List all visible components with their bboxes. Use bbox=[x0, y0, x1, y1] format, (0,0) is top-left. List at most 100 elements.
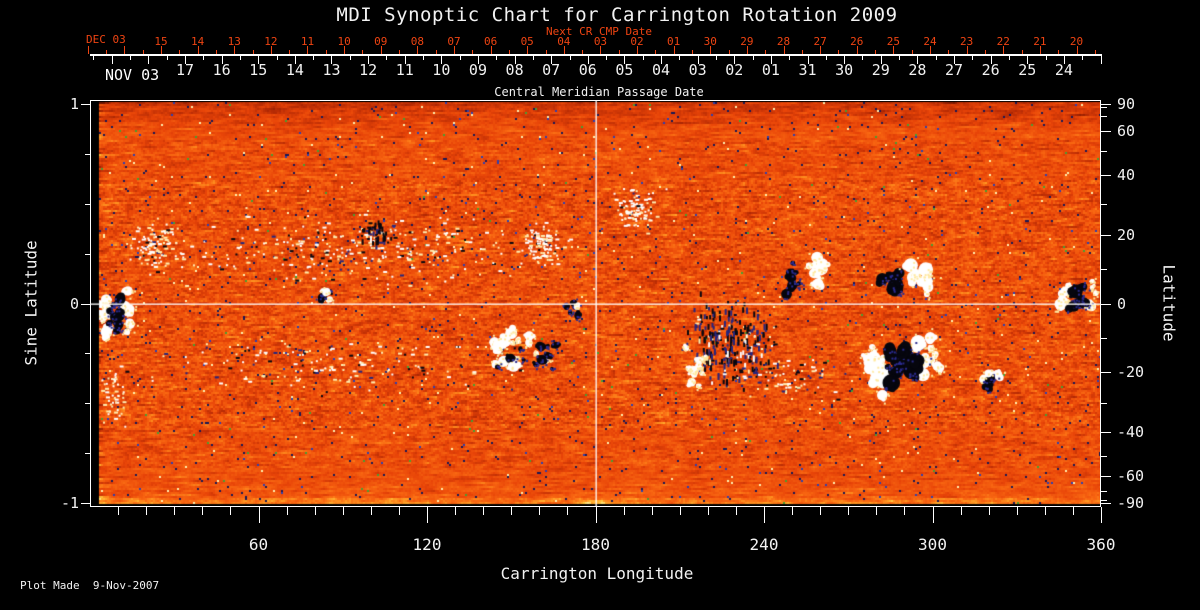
sinlat-minor-tick bbox=[85, 353, 90, 355]
next-cr-day-tick bbox=[637, 46, 639, 54]
longitude-label: 60 bbox=[248, 535, 269, 554]
latitude-label: -20 bbox=[1117, 362, 1145, 381]
cmp-day-label: 02 bbox=[725, 61, 744, 79]
sinlat-minor-tick bbox=[85, 403, 90, 405]
latitude-minor-tick bbox=[1101, 116, 1107, 118]
cmp-day-label: 27 bbox=[944, 61, 964, 79]
longitude-major-tick bbox=[1101, 507, 1102, 523]
latitude-label: 90 bbox=[1117, 95, 1136, 113]
plot-frame bbox=[90, 100, 1101, 507]
cmp-half-tick bbox=[239, 56, 241, 60]
cmp-day-tick bbox=[294, 56, 296, 64]
next-cr-day-label: 30 bbox=[703, 35, 717, 48]
next-cr-day-label: 14 bbox=[190, 35, 205, 48]
next-cr-half-tick bbox=[875, 50, 877, 54]
cmp-day-tick bbox=[551, 56, 553, 64]
next-cr-half-tick bbox=[215, 50, 217, 54]
longitude-minor-tick bbox=[988, 507, 990, 515]
cmp-half-tick bbox=[349, 56, 351, 60]
latitude-label: 60 bbox=[1117, 121, 1136, 140]
latitude-major-tick bbox=[1101, 235, 1111, 237]
next-cr-half-tick bbox=[545, 50, 547, 54]
next-cr-half-tick bbox=[1021, 50, 1023, 54]
sinlat-label: 0 bbox=[69, 294, 79, 313]
next-cr-half-tick bbox=[948, 50, 950, 54]
cmp-half-tick bbox=[862, 56, 864, 60]
cmp-half-tick bbox=[532, 56, 534, 60]
cmp-half-tick bbox=[679, 56, 681, 60]
latitude-label: 40 bbox=[1117, 166, 1136, 185]
next-cr-half-tick bbox=[618, 50, 620, 54]
next-cr-day-label: 02 bbox=[630, 35, 644, 48]
next-cr-day-tick bbox=[746, 46, 748, 54]
cmp-month-label: NOV 03 bbox=[105, 66, 160, 84]
next-cr-day-tick bbox=[197, 46, 199, 54]
cmp-day-tick bbox=[807, 56, 809, 64]
longitude-minor-tick bbox=[623, 507, 625, 515]
longitude-minor-tick bbox=[118, 507, 120, 515]
cmp-day-label: 16 bbox=[212, 61, 231, 79]
next-cr-day-label: 25 bbox=[886, 35, 901, 48]
longitude-minor-tick bbox=[1072, 507, 1074, 515]
cmp-day-label: 25 bbox=[1018, 61, 1037, 79]
cmp-day-tick bbox=[221, 56, 223, 64]
next-cr-day-tick bbox=[453, 46, 455, 54]
latitude-minor-tick bbox=[1101, 268, 1107, 270]
longitude-major-tick bbox=[595, 507, 597, 523]
longitude-major-tick bbox=[932, 507, 934, 523]
cmp-half-tick bbox=[276, 56, 278, 60]
longitude-label: 120 bbox=[412, 535, 442, 554]
sinlat-minor-tick bbox=[85, 453, 90, 455]
next-cr-day-label: 13 bbox=[227, 35, 241, 48]
latitude-major-tick bbox=[1101, 130, 1111, 132]
cmp-day-tick bbox=[697, 56, 699, 64]
next-cr-day-tick bbox=[930, 46, 932, 54]
longitude-label: 180 bbox=[581, 535, 610, 554]
next-cr-half-tick bbox=[252, 50, 254, 54]
longitude-minor-tick bbox=[567, 507, 569, 515]
cmp-day-tick bbox=[258, 56, 260, 64]
cmp-day-label: 31 bbox=[798, 61, 817, 79]
next-cr-day-label: 06 bbox=[483, 35, 498, 48]
next-cr-day-label: 08 bbox=[410, 35, 424, 48]
cmp-day-label: 17 bbox=[175, 61, 195, 79]
next-cr-day-label: 20 bbox=[1069, 35, 1084, 48]
cmp-day-label: 28 bbox=[908, 61, 927, 79]
longitude-label: 360 bbox=[1086, 535, 1116, 554]
latitude-minor-tick bbox=[1101, 150, 1107, 152]
next-cr-half-tick bbox=[984, 50, 986, 54]
cmp-day-tick bbox=[587, 56, 589, 64]
longitude-minor-tick bbox=[792, 507, 794, 515]
latitude-major-tick bbox=[1101, 503, 1111, 504]
next-cr-day-label: 15 bbox=[154, 35, 168, 48]
sinlat-major-tick bbox=[81, 303, 90, 305]
next-cr-day-tick bbox=[161, 46, 162, 54]
cmp-half-tick bbox=[825, 56, 827, 60]
next-cr-half-tick bbox=[362, 50, 364, 54]
cmp-day-tick bbox=[624, 56, 626, 64]
longitude-minor-tick bbox=[314, 507, 316, 515]
longitude-minor-tick bbox=[370, 507, 372, 515]
cmp-day-label: 10 bbox=[432, 61, 451, 79]
next-cr-half-tick bbox=[838, 50, 840, 54]
cmp-day-label: 12 bbox=[359, 61, 378, 79]
latitude-minor-tick bbox=[1101, 203, 1107, 205]
cmp-day-tick bbox=[514, 56, 516, 64]
cmp-day-label: 30 bbox=[835, 61, 854, 79]
next-cr-half-tick bbox=[142, 50, 144, 54]
longitude-label: 300 bbox=[918, 535, 947, 554]
cmp-day-tick bbox=[917, 56, 919, 64]
cmp-day-tick bbox=[661, 56, 663, 64]
cmp-day-label: 11 bbox=[395, 61, 414, 79]
cmp-day-tick bbox=[734, 56, 736, 64]
next-cr-day-tick bbox=[87, 46, 89, 54]
sinlat-label: -1 bbox=[60, 494, 79, 512]
latitude-major-tick bbox=[1101, 371, 1111, 373]
cmp-half-tick bbox=[642, 56, 644, 60]
next-cr-half-tick bbox=[582, 50, 584, 54]
next-cr-day-tick bbox=[820, 46, 822, 54]
cmp-day-tick bbox=[954, 56, 956, 64]
cmp-half-tick bbox=[386, 56, 388, 60]
longitude-minor-tick bbox=[1044, 507, 1046, 515]
cmp-half-tick bbox=[1045, 56, 1047, 60]
